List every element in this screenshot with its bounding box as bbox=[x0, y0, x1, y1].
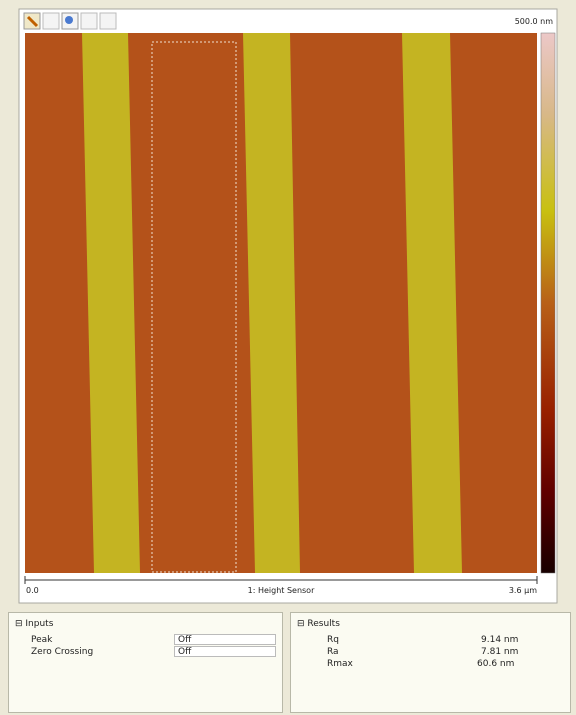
color-bar bbox=[541, 33, 555, 573]
tool-zoom-out[interactable] bbox=[100, 13, 116, 29]
screen: 500.0 nm 0.0 1: Height Sensor 3.6 µm ⊟ I… bbox=[0, 0, 576, 715]
input-name: Zero Crossing bbox=[31, 647, 93, 657]
input-value[interactable]: Off bbox=[174, 634, 276, 645]
scale-max: 500.0 nm bbox=[515, 17, 554, 26]
image-view: 500.0 nm 0.0 1: Height Sensor 3.6 µm bbox=[0, 0, 576, 605]
inputs-title: ⊟ Inputs bbox=[15, 619, 53, 629]
x-end-label: 3.6 µm bbox=[509, 586, 537, 595]
inputs-panel: ⊟ Inputs Peak Off Zero Crossing Off bbox=[8, 612, 283, 713]
tool-zoom-in[interactable] bbox=[81, 13, 97, 29]
tool-select[interactable] bbox=[43, 13, 59, 29]
results-title-text: Results bbox=[307, 619, 340, 629]
result-name: Rq bbox=[327, 635, 339, 645]
result-name: Rmax bbox=[327, 659, 353, 669]
result-value: 60.6 nm bbox=[477, 659, 514, 669]
results-title: ⊟ Results bbox=[297, 619, 340, 629]
results-panel: ⊟ Results Rq 9.14 nm Ra 7.81 nm Rmax 60.… bbox=[290, 612, 571, 713]
input-value[interactable]: Off bbox=[174, 646, 276, 657]
inputs-title-text: Inputs bbox=[25, 619, 53, 629]
input-name: Peak bbox=[31, 635, 52, 645]
result-value: 7.81 nm bbox=[481, 647, 518, 657]
result-name: Ra bbox=[327, 647, 339, 657]
toolbar bbox=[24, 13, 116, 29]
result-value: 9.14 nm bbox=[481, 635, 518, 645]
x-start-label: 0.0 bbox=[26, 586, 39, 595]
channel-label: 1: Height Sensor bbox=[248, 586, 315, 595]
